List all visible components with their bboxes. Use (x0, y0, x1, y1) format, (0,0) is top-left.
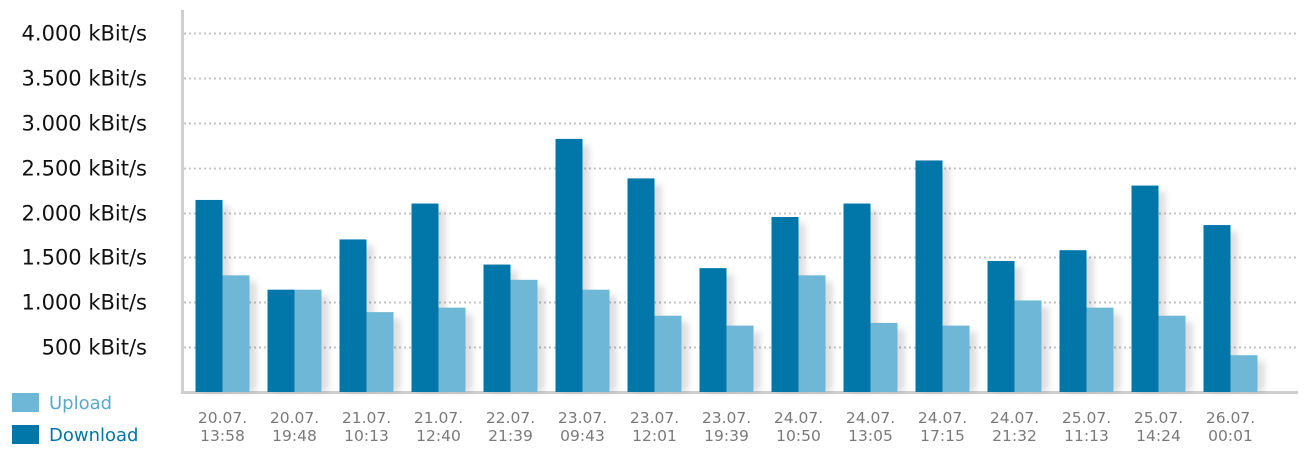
x-tick-label: 20.07. (198, 409, 247, 427)
bar-upload (1230, 355, 1258, 392)
x-tick-label: 11:13 (1064, 427, 1109, 445)
y-tick-label: 3.000 kBit/s (22, 112, 147, 136)
x-tick-label: 23.07. (558, 409, 607, 427)
y-tick-label: 1.500 kBit/s (22, 246, 147, 270)
x-tick-label: 25.07. (1134, 409, 1183, 427)
legend-label: Download (49, 425, 138, 446)
legend-swatch (12, 393, 39, 412)
x-tick-label: 21.07. (414, 409, 463, 427)
bar-upload (654, 315, 682, 392)
x-tick-label: 17:15 (920, 427, 965, 445)
x-tick-label: 21.07. (342, 409, 391, 427)
bar-download (987, 260, 1015, 392)
bar-upload (222, 275, 250, 392)
x-tick-label: 19:39 (704, 427, 749, 445)
legend: Upload Download (12, 393, 138, 446)
y-tick-label: 500 kBit/s (42, 336, 147, 360)
bar-download (339, 239, 367, 392)
bar-download (267, 289, 295, 392)
x-tick-label: 13:58 (200, 427, 245, 445)
y-tick-label: 2.000 kBit/s (22, 202, 147, 226)
x-tick-label: 13:05 (848, 427, 893, 445)
bar-download (915, 160, 943, 392)
x-tick-label: 21:32 (992, 427, 1037, 445)
x-tick-label: 10:13 (344, 427, 389, 445)
x-tick-label: 20.07. (270, 409, 319, 427)
bar-upload (294, 289, 322, 392)
bar-upload (582, 289, 610, 392)
x-tick-label: 24.07. (774, 409, 823, 427)
y-tick-label: 1.000 kBit/s (22, 291, 147, 315)
bar-download (411, 203, 439, 392)
bar-download (1059, 250, 1087, 392)
y-tick-label: 4.000 kBit/s (22, 22, 147, 46)
x-tick-label: 23.07. (630, 409, 679, 427)
x-tick-label: 21:39 (488, 427, 533, 445)
x-tick-label: 24.07. (846, 409, 895, 427)
x-tick-label: 09:43 (560, 427, 605, 445)
bar-upload (366, 312, 394, 392)
bar-download (627, 178, 655, 392)
x-tick-label: 12:01 (632, 427, 677, 445)
x-axis-labels: 20.07.13:5820.07.19:4821.07.10:1321.07.1… (198, 409, 1255, 445)
bar-download (771, 216, 799, 392)
y-tick-label: 3.500 kBit/s (22, 67, 147, 91)
x-tick-label: 14:24 (1136, 427, 1181, 445)
x-tick-label: 25.07. (1062, 409, 1111, 427)
bar-download (699, 268, 727, 392)
bar-upload (510, 279, 538, 392)
x-tick-label: 10:50 (776, 427, 821, 445)
bar-upload (1086, 307, 1114, 392)
bar-upload (1158, 315, 1186, 392)
bar-download (1203, 225, 1231, 392)
x-tick-label: 26.07. (1206, 409, 1255, 427)
x-tick-label: 00:01 (1208, 427, 1253, 445)
x-tick-label: 22.07. (486, 409, 535, 427)
x-tick-label: 24.07. (918, 409, 967, 427)
bar-upload (798, 275, 826, 392)
bar-upload (1014, 300, 1042, 392)
bar-download (555, 138, 583, 392)
bars (195, 138, 1258, 392)
legend-swatch (12, 425, 39, 444)
bar-upload (726, 325, 754, 392)
x-tick-label: 12:40 (416, 427, 461, 445)
y-tick-label: 2.500 kBit/s (22, 157, 147, 181)
bar-upload (438, 307, 466, 392)
x-tick-label: 24.07. (990, 409, 1039, 427)
bar-download (1131, 185, 1159, 392)
bar-upload (870, 322, 898, 392)
legend-label: Upload (49, 393, 112, 414)
bar-upload (942, 325, 970, 392)
x-tick-label: 19:48 (272, 427, 317, 445)
y-axis-labels: 500 kBit/s 1.000 kBit/s 1.500 kBit/s 2.000 … (22, 22, 147, 360)
bar-download (483, 264, 511, 392)
bar-download (195, 199, 223, 392)
x-tick-label: 23.07. (702, 409, 751, 427)
bar-download (843, 203, 871, 392)
